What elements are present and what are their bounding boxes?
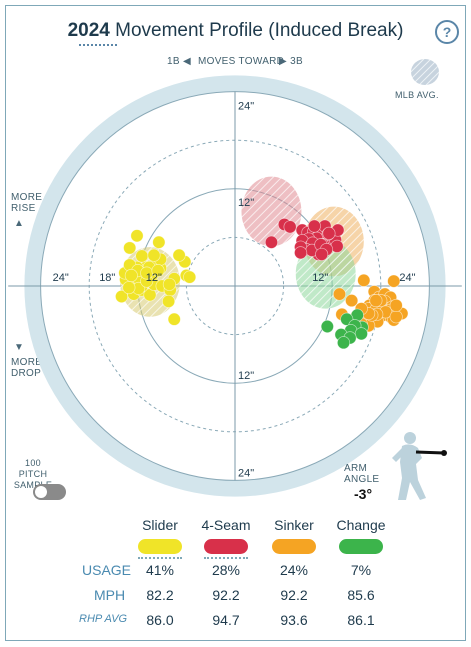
pitch-point-4-seam (264, 235, 278, 249)
legend-usage-sinker: 24% (279, 562, 309, 578)
pitch-point-sinker (387, 274, 401, 288)
pitch-point-sinker (357, 273, 371, 287)
arm-angle-line1: ARM (344, 463, 368, 474)
sample-toggle-switch[interactable] (33, 484, 66, 500)
legend-rhp-avg-change: 86.1 (347, 612, 375, 628)
title-text: Movement Profile (Induced Break) (115, 20, 404, 41)
legend-rhp-avg-slider: 86.0 (146, 612, 174, 628)
pitch-point-slider (147, 248, 161, 262)
legend-mph-sinker: 92.2 (280, 587, 308, 603)
direction-label-3b: ▶ 3B (279, 56, 303, 67)
toggle-knob (35, 486, 47, 498)
pitch-point-sinker (389, 298, 403, 312)
pitch-point-change (336, 336, 351, 350)
mlb-avg-legend-icon (411, 59, 439, 85)
pitch-point-slider (123, 241, 137, 255)
ring-label-left-mid: 18" (99, 272, 115, 284)
direction-label-1b: 1B ◀ (167, 56, 191, 67)
pitch-point-slider (152, 235, 166, 249)
ring-label-right-outer: 24" (399, 272, 415, 284)
more-rise-line2: RISE (11, 203, 36, 214)
legend-rhp-avg-4-seam: 94.7 (212, 612, 240, 628)
legend-swatch-change[interactable] (339, 539, 383, 554)
pitch-point-slider (124, 268, 138, 283)
arrow-left-icon: ◀ (182, 56, 191, 67)
ring-label-left-inner: 12" (146, 272, 162, 284)
legend-swatch-slider[interactable] (138, 539, 182, 554)
pitch-point-slider (151, 264, 165, 278)
legend-name-slider[interactable]: Slider (142, 517, 178, 533)
pitch-point-4-seam (283, 220, 297, 234)
ring-label-top-inner: 12" (238, 197, 254, 209)
mlb-avg-label: MLB AVG. (395, 90, 439, 100)
ring-label-left-outer: 24" (53, 272, 69, 284)
pitch-point-4-seam (315, 247, 329, 261)
legend-swatch-sinker[interactable] (272, 539, 316, 554)
first-base-label: 1B (167, 56, 180, 67)
page-title: 2024 Movement Profile (Induced Break) (0, 20, 471, 42)
ring-label-bottom-inner: 12" (238, 370, 254, 382)
pitch-point-sinker (389, 310, 403, 324)
pitch-point-change (320, 319, 334, 334)
pitcher-silhouette-icon (392, 432, 447, 500)
year-dropdown-indicator[interactable] (79, 44, 117, 46)
usage-row-label: USAGE (82, 562, 132, 578)
legend-name-4-seam[interactable]: 4-Seam (201, 517, 251, 533)
sample-toggle-line1: 100 PITCH (18, 458, 48, 479)
pitch-point-4-seam (294, 246, 308, 260)
mph-row-label: MPH (94, 587, 126, 603)
legend-mph-slider: 82.2 (146, 587, 174, 603)
down-arrow-icon: ▼ (14, 342, 25, 353)
ring-label-top-outer: 24" (238, 101, 254, 113)
help-icon[interactable]: ? (435, 20, 459, 44)
pitch-point-slider (172, 248, 186, 262)
third-base-label: 3B (290, 56, 303, 67)
pitch-point-sinker (369, 294, 383, 308)
pitch-point-slider (162, 294, 176, 308)
season-year[interactable]: 2024 (67, 20, 110, 41)
pitch-point-slider (130, 229, 144, 243)
legend-rhp-avg-sinker: 93.6 (280, 612, 308, 628)
pitch-point-slider (162, 277, 176, 291)
legend-swatch-4-seam[interactable] (204, 539, 248, 554)
legend-name-change[interactable]: Change (336, 517, 386, 533)
sample-toggle-label: 100 PITCH SAMPLE (10, 458, 56, 491)
up-arrow-icon: ▲ (14, 218, 25, 229)
more-drop-label: ▼ MORE DROP (11, 342, 42, 379)
legend-usage-change: 7% (350, 562, 372, 578)
more-drop-line1: MORE (11, 357, 43, 368)
ring-label-bottom-outer: 24" (238, 467, 254, 479)
pitch-point-change (354, 327, 368, 341)
pitch-point-4-seam (307, 219, 321, 233)
pitch-point-slider (135, 249, 149, 263)
moves-toward-label: MOVES TOWARD (198, 56, 285, 67)
legend-dots-slider (138, 557, 182, 559)
legend-name-sinker[interactable]: Sinker (274, 517, 314, 533)
legend-mph-change: 85.6 (347, 587, 375, 603)
pitch-point-sinker (345, 294, 359, 308)
more-rise-label: MORE RISE ▲ (11, 192, 42, 229)
arm-angle-value: -3° (354, 486, 373, 502)
arm-angle-line2: ANGLE (344, 474, 380, 485)
arrow-right-icon: ▶ (279, 56, 287, 67)
pitch-point-slider (167, 312, 181, 326)
pitch-point-slider (122, 281, 136, 295)
movement-chart: 24" 12" 12" 24" 24" 18" 12" 12" 24" (8, 75, 462, 497)
ring-label-right-inner: 12" (312, 272, 328, 284)
legend-usage-slider: 41% (145, 562, 175, 578)
legend-mph-4-seam: 92.2 (212, 587, 240, 603)
rhp-avg-row-label: RHP AVG (79, 613, 128, 625)
legend-usage-4-seam: 28% (211, 562, 241, 578)
more-drop-line2: DROP (11, 368, 42, 379)
pitch-point-4-seam (322, 226, 336, 240)
arm-angle-label: ARM ANGLE (344, 463, 379, 485)
pitch-point-slider (183, 270, 197, 284)
sample-toggle-line2: SAMPLE (13, 480, 53, 490)
pitch-point-sinker (332, 287, 347, 301)
legend-dots-4-seam (204, 557, 248, 559)
more-rise-line1: MORE (11, 192, 43, 203)
